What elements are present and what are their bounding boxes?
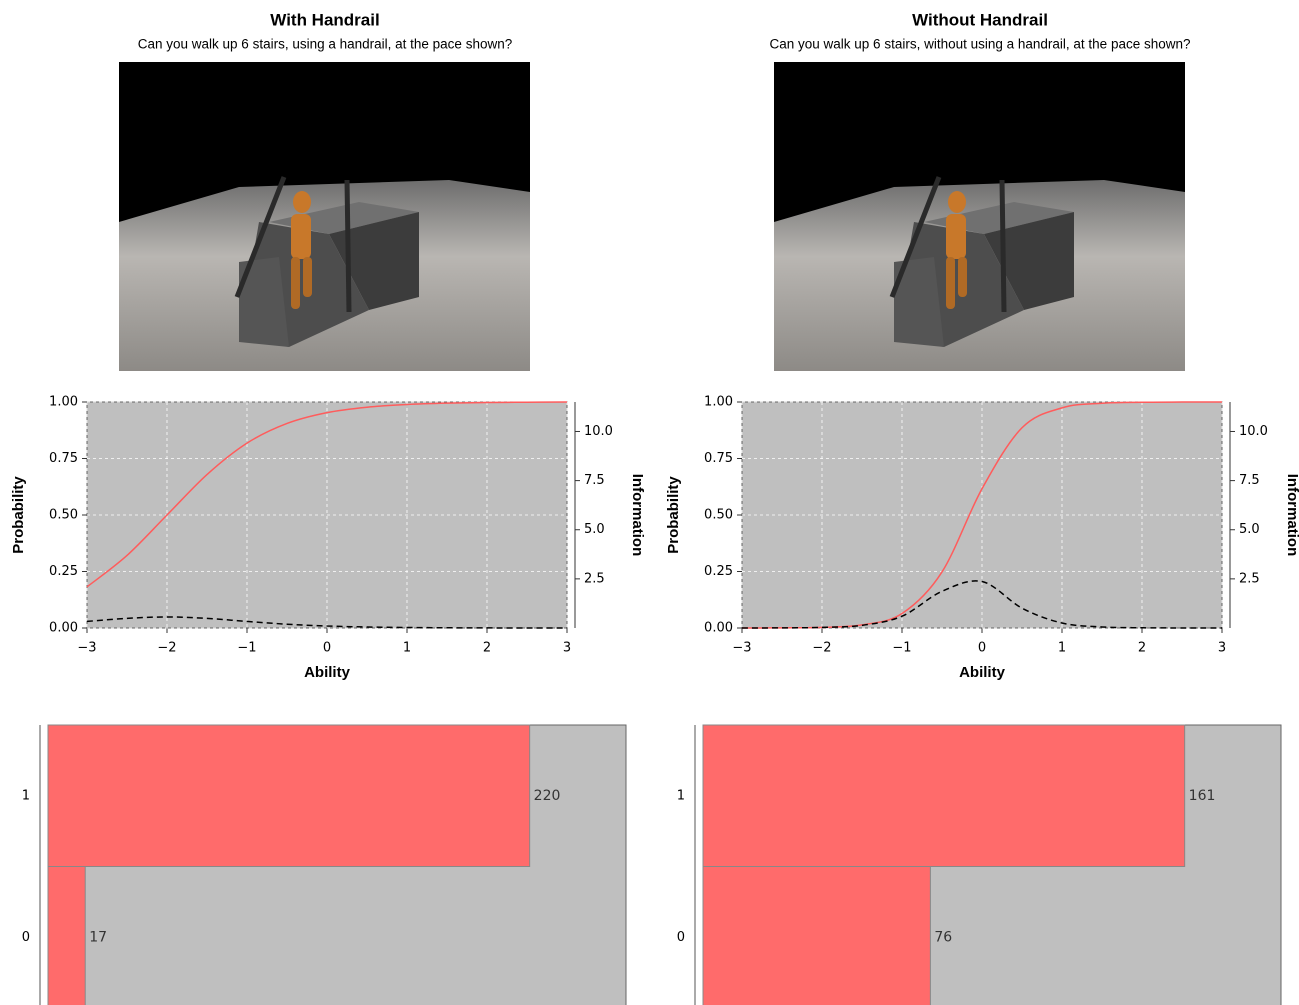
x-tick-label: 2: [1138, 641, 1146, 656]
x-tick-label: −3: [732, 641, 751, 656]
x-tick-label: −1: [237, 641, 256, 656]
value-label: 161: [1189, 788, 1216, 804]
bar: [47, 866, 86, 1005]
stair-image: [774, 62, 1185, 371]
y-tick-label: 0.75: [704, 451, 733, 466]
y-tick-label: 1.00: [49, 395, 78, 410]
panel-title: Without Handrail: [912, 10, 1048, 29]
bar: [702, 866, 931, 1005]
y2-tick-label: 5.0: [584, 522, 605, 537]
x-tick-label: −1: [892, 641, 911, 656]
y-tick-label: 0.50: [49, 508, 78, 523]
series-line: [86, 616, 568, 629]
x-tick-label: 1: [403, 641, 411, 656]
panel-title: With Handrail: [270, 10, 379, 29]
y-tick-label: 0.00: [49, 621, 78, 636]
x-tick-label: 0: [978, 641, 986, 656]
y2-axis-label: Information: [629, 474, 646, 557]
x-tick-label: 0: [323, 641, 331, 656]
value-label: 220: [534, 788, 561, 804]
series-line: [86, 401, 568, 588]
series-line: [741, 580, 1223, 629]
x-tick-label: 3: [1218, 641, 1226, 656]
stair-image: [119, 62, 530, 371]
panel-subtitle: Can you walk up 6 stairs, using a handra…: [138, 37, 512, 52]
y2-axis-label: Information: [1284, 474, 1299, 557]
x-tick-label: −2: [812, 641, 831, 656]
y-tick-label: 0.25: [49, 564, 78, 579]
x-axis-label: Ability: [959, 664, 1005, 681]
x-tick-label: −2: [157, 641, 176, 656]
y-tick-label: 0.50: [704, 508, 733, 523]
y2-tick-label: 5.0: [1239, 522, 1260, 537]
y-tick-label: 0: [22, 930, 30, 945]
y2-tick-label: 2.5: [584, 571, 605, 586]
x-tick-label: 3: [563, 641, 571, 656]
y-tick-label: 0.25: [704, 564, 733, 579]
panel-subtitle: Can you walk up 6 stairs, without using …: [770, 37, 1191, 52]
y-tick-label: 1: [677, 788, 685, 803]
y-axis-label: Probability: [10, 476, 27, 554]
y2-tick-label: 10.0: [1239, 424, 1268, 439]
y-axis-label: Probability: [665, 476, 682, 554]
y-tick-label: 1: [22, 788, 30, 803]
bar: [702, 724, 1186, 867]
y2-tick-label: 2.5: [1239, 571, 1260, 586]
y2-tick-label: 7.5: [1239, 473, 1260, 488]
y-tick-label: 0.75: [49, 451, 78, 466]
y-tick-label: 0.00: [704, 621, 733, 636]
x-tick-label: −3: [77, 641, 96, 656]
x-tick-label: 1: [1058, 641, 1066, 656]
value-label: 17: [89, 929, 107, 945]
x-tick-label: 2: [483, 641, 491, 656]
y-tick-label: 1.00: [704, 395, 733, 410]
y2-tick-label: 10.0: [584, 424, 613, 439]
bar: [47, 724, 531, 867]
x-axis-label: Ability: [304, 664, 350, 681]
value-label: 76: [934, 929, 952, 945]
y-tick-label: 0: [677, 930, 685, 945]
y2-tick-label: 7.5: [584, 473, 605, 488]
